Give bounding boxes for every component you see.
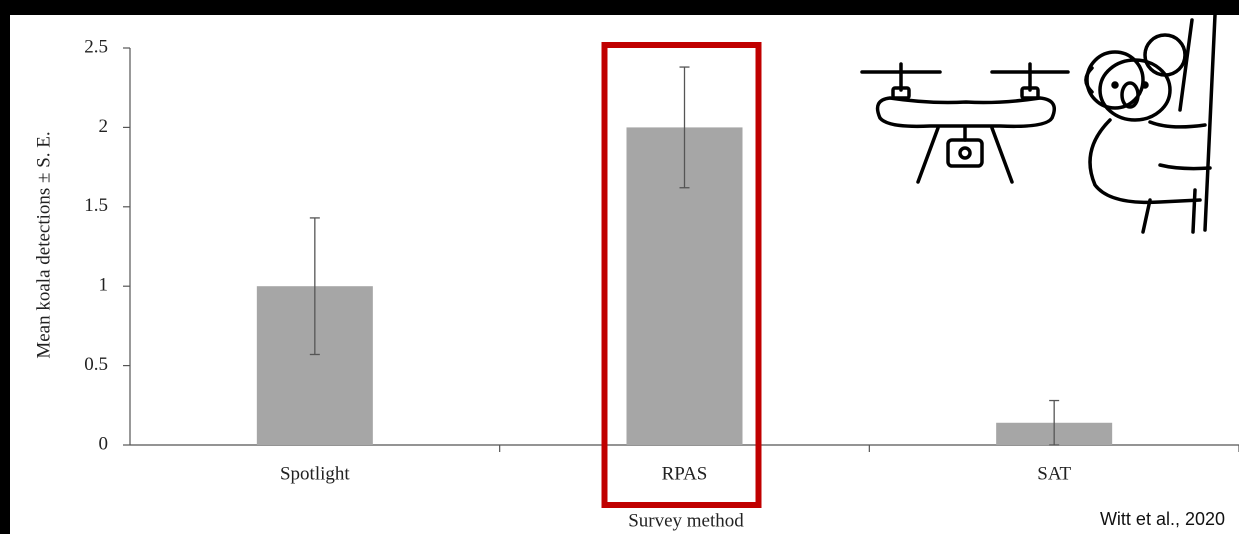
y-tick-label: 0 [99, 433, 109, 454]
page: Mean koala detections ± S. E. Survey met… [0, 0, 1239, 534]
y-tick-label: 2.5 [84, 36, 108, 57]
y-tick-label: 1 [99, 275, 109, 296]
x-tick-label: Spotlight [280, 463, 350, 484]
y-tick-label: 2 [99, 116, 109, 137]
x-tick-label: RPAS [662, 463, 708, 484]
x-tick-label: SAT [1037, 463, 1071, 484]
y-tick-label: 1.5 [84, 195, 108, 216]
citation: Witt et al., 2020 [1100, 509, 1225, 529]
x-axis-title: Survey method [628, 510, 744, 531]
y-tick-label: 0.5 [84, 354, 108, 375]
y-axis-title: Mean koala detections ± S. E. [33, 131, 54, 358]
chart: Mean koala detections ± S. E. Survey met… [0, 0, 1239, 534]
background [10, 15, 1239, 534]
